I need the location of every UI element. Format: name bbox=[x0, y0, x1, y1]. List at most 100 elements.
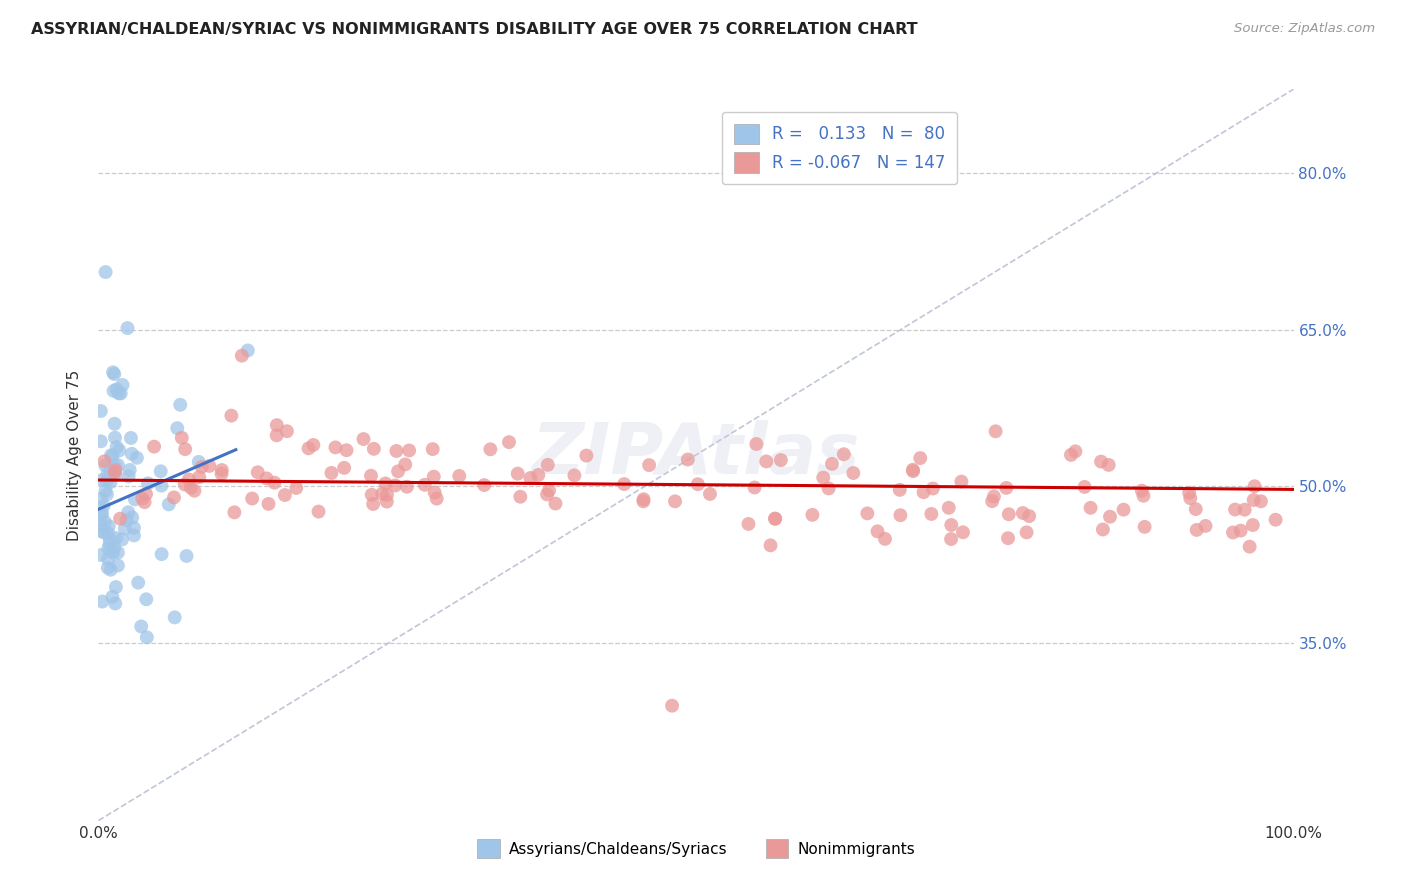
Point bbox=[176, 549, 198, 563]
Point bbox=[97, 519, 120, 533]
Point bbox=[633, 494, 655, 508]
Point bbox=[769, 453, 792, 467]
Text: ASSYRIAN/CHALDEAN/SYRIAC VS NONIMMIGRANTS DISABILITY AGE OVER 75 CORRELATION CHA: ASSYRIAN/CHALDEAN/SYRIAC VS NONIMMIGRANT… bbox=[31, 22, 918, 37]
Point bbox=[211, 463, 233, 477]
Point bbox=[180, 481, 202, 495]
Point bbox=[423, 485, 446, 500]
Point bbox=[1184, 502, 1206, 516]
Point bbox=[509, 490, 531, 504]
Point bbox=[353, 432, 375, 446]
Point bbox=[1080, 500, 1102, 515]
Point bbox=[901, 463, 924, 477]
Point bbox=[135, 487, 157, 501]
Point bbox=[97, 552, 120, 566]
Point bbox=[449, 469, 471, 483]
Point bbox=[100, 468, 122, 483]
Point bbox=[941, 518, 963, 533]
Point bbox=[173, 477, 195, 491]
Point bbox=[104, 597, 127, 611]
Point bbox=[361, 497, 384, 511]
Point bbox=[90, 524, 112, 538]
Y-axis label: Disability Age Over 75: Disability Age Over 75 bbox=[67, 369, 83, 541]
Point bbox=[1132, 489, 1154, 503]
Point bbox=[105, 382, 128, 396]
Point bbox=[939, 532, 962, 546]
Point bbox=[763, 512, 786, 526]
Point bbox=[150, 478, 173, 492]
Point bbox=[96, 475, 118, 489]
Point bbox=[104, 465, 127, 479]
Point bbox=[224, 505, 246, 519]
Point bbox=[107, 558, 129, 573]
Point bbox=[952, 525, 974, 540]
Point bbox=[664, 494, 686, 508]
Point bbox=[1264, 513, 1286, 527]
Point bbox=[1073, 480, 1095, 494]
Point bbox=[1222, 525, 1244, 540]
Point bbox=[105, 440, 128, 454]
Point bbox=[104, 458, 127, 473]
Point bbox=[1091, 523, 1114, 537]
Point bbox=[821, 457, 844, 471]
Point bbox=[221, 409, 243, 423]
Point bbox=[131, 491, 153, 506]
Point bbox=[995, 481, 1018, 495]
Point bbox=[103, 417, 125, 431]
Point bbox=[537, 458, 560, 472]
Point bbox=[498, 435, 520, 450]
Text: ZIPAtlas: ZIPAtlas bbox=[531, 420, 860, 490]
Point bbox=[308, 505, 330, 519]
Point bbox=[100, 475, 122, 490]
Point bbox=[120, 431, 142, 445]
Point bbox=[256, 471, 278, 485]
Point bbox=[479, 442, 502, 457]
Point bbox=[93, 515, 115, 529]
Point bbox=[94, 483, 117, 498]
Point bbox=[472, 478, 495, 492]
Point bbox=[1223, 502, 1246, 516]
Point bbox=[1233, 502, 1256, 516]
Point bbox=[1229, 524, 1251, 538]
Point bbox=[166, 421, 188, 435]
Point bbox=[661, 698, 683, 713]
Point bbox=[1180, 491, 1202, 506]
Point bbox=[536, 487, 558, 501]
Point bbox=[1130, 483, 1153, 498]
Point bbox=[211, 467, 233, 481]
Point bbox=[938, 500, 960, 515]
Point bbox=[163, 610, 186, 624]
Point bbox=[188, 470, 211, 484]
Point bbox=[335, 443, 357, 458]
Point bbox=[276, 424, 298, 438]
Point bbox=[104, 463, 127, 477]
Point bbox=[981, 494, 1004, 508]
Point bbox=[103, 367, 125, 381]
Point bbox=[889, 508, 911, 523]
Point bbox=[117, 505, 139, 519]
Point bbox=[149, 464, 172, 478]
Point bbox=[1243, 493, 1265, 508]
Point bbox=[263, 475, 285, 490]
Point bbox=[1018, 509, 1040, 524]
Point bbox=[96, 467, 118, 482]
Point bbox=[101, 449, 124, 463]
Point bbox=[423, 469, 446, 483]
Point bbox=[922, 482, 945, 496]
Point bbox=[333, 460, 356, 475]
Point bbox=[901, 464, 924, 478]
Point bbox=[108, 443, 131, 458]
Point bbox=[1011, 506, 1033, 520]
Point bbox=[676, 452, 699, 467]
Point bbox=[115, 513, 138, 527]
Point bbox=[187, 455, 209, 469]
Point bbox=[90, 491, 112, 506]
Text: Source: ZipAtlas.com: Source: ZipAtlas.com bbox=[1234, 22, 1375, 36]
Point bbox=[527, 467, 550, 482]
Point bbox=[101, 365, 124, 379]
Point bbox=[321, 466, 343, 480]
Point bbox=[121, 510, 143, 524]
Point bbox=[1064, 444, 1087, 458]
Point bbox=[638, 458, 661, 472]
Point bbox=[105, 531, 128, 545]
Point bbox=[163, 491, 186, 505]
